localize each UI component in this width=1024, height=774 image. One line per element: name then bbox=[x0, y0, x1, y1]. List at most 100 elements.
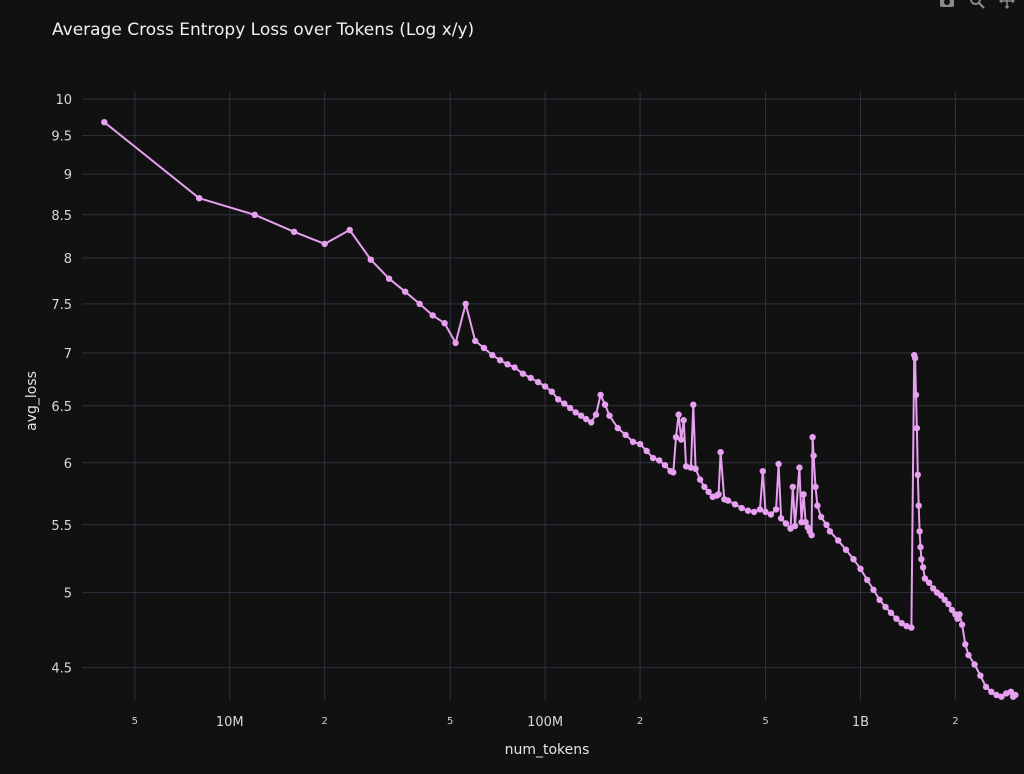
data-point[interactable] bbox=[367, 256, 374, 263]
data-point[interactable] bbox=[977, 672, 984, 679]
data-point[interactable] bbox=[958, 621, 966, 628]
data-point[interactable] bbox=[622, 431, 629, 439]
data-point[interactable] bbox=[915, 502, 922, 509]
data-point[interactable] bbox=[597, 391, 604, 399]
zoom-icon[interactable] bbox=[968, 0, 986, 10]
data-point[interactable] bbox=[912, 391, 920, 399]
data-point[interactable] bbox=[887, 609, 895, 616]
data-point[interactable] bbox=[772, 506, 780, 513]
data-point[interactable] bbox=[762, 508, 769, 516]
data-point[interactable] bbox=[945, 600, 952, 608]
data-point[interactable] bbox=[731, 501, 739, 508]
data-point[interactable] bbox=[823, 521, 830, 528]
data-point[interactable] bbox=[925, 579, 933, 586]
data-point[interactable] bbox=[682, 463, 690, 470]
data-point[interactable] bbox=[842, 546, 850, 553]
data-point[interactable] bbox=[656, 457, 663, 464]
data-point[interactable] bbox=[800, 491, 807, 498]
data-point[interactable] bbox=[917, 543, 924, 551]
data-point[interactable] bbox=[601, 401, 609, 408]
data-point[interactable] bbox=[496, 357, 504, 364]
data-point[interactable] bbox=[808, 532, 815, 539]
data-point[interactable] bbox=[870, 586, 877, 593]
data-point[interactable] bbox=[321, 240, 328, 248]
data-point[interactable] bbox=[893, 615, 900, 622]
data-point[interactable] bbox=[777, 515, 785, 522]
data-point[interactable] bbox=[566, 404, 574, 412]
data-point[interactable] bbox=[913, 424, 921, 432]
data-point[interactable] bbox=[680, 417, 687, 424]
data-point[interactable] bbox=[196, 195, 203, 202]
data-point[interactable] bbox=[462, 300, 469, 308]
data-point[interactable] bbox=[835, 537, 842, 544]
data-point[interactable] bbox=[1012, 691, 1019, 699]
data-point[interactable] bbox=[789, 483, 796, 491]
data-point[interactable] bbox=[592, 411, 600, 418]
data-point[interactable] bbox=[882, 603, 889, 611]
data-point[interactable] bbox=[670, 469, 677, 476]
data-point[interactable] bbox=[908, 624, 915, 631]
data-point[interactable] bbox=[606, 412, 613, 419]
data-point[interactable] bbox=[346, 226, 353, 234]
data-point[interactable] bbox=[941, 596, 948, 603]
data-point[interactable] bbox=[402, 288, 409, 295]
data-point[interactable] bbox=[914, 471, 921, 478]
data-point[interactable] bbox=[678, 436, 685, 443]
data-point[interactable] bbox=[809, 434, 816, 441]
data-point[interactable] bbox=[791, 522, 799, 530]
data-point[interactable] bbox=[965, 651, 972, 659]
data-point[interactable] bbox=[672, 434, 680, 441]
data-point[interactable] bbox=[903, 622, 910, 630]
data-point[interactable] bbox=[717, 449, 724, 456]
data-point[interactable] bbox=[814, 502, 821, 509]
data-point[interactable] bbox=[775, 460, 782, 468]
data-point[interactable] bbox=[767, 511, 775, 518]
data-point[interactable] bbox=[937, 592, 945, 599]
data-point[interactable] bbox=[643, 447, 650, 455]
data-point[interactable] bbox=[750, 508, 758, 516]
data-point[interactable] bbox=[705, 488, 712, 496]
data-point[interactable] bbox=[572, 409, 579, 416]
data-point[interactable] bbox=[555, 396, 562, 403]
data-point[interactable] bbox=[962, 641, 969, 648]
data-point[interactable] bbox=[561, 400, 568, 407]
data-point[interactable] bbox=[511, 364, 518, 371]
data-point[interactable] bbox=[101, 119, 108, 126]
data-point[interactable] bbox=[857, 565, 864, 572]
data-point[interactable] bbox=[876, 596, 883, 603]
data-point[interactable] bbox=[916, 528, 923, 535]
data-point[interactable] bbox=[919, 564, 927, 571]
data-point[interactable] bbox=[527, 374, 534, 382]
data-point[interactable] bbox=[519, 370, 527, 377]
data-point[interactable] bbox=[548, 388, 555, 395]
data-point[interactable] bbox=[956, 611, 963, 618]
data-point[interactable] bbox=[744, 507, 752, 514]
data-point[interactable] bbox=[898, 620, 905, 627]
data-point[interactable] bbox=[724, 497, 732, 504]
data-point[interactable] bbox=[614, 424, 621, 432]
data-point[interactable] bbox=[930, 585, 937, 592]
data-point[interactable] bbox=[416, 300, 423, 308]
data-point[interactable] bbox=[812, 483, 819, 491]
data-point[interactable] bbox=[802, 519, 809, 526]
pan-icon[interactable] bbox=[998, 0, 1016, 10]
data-point[interactable] bbox=[692, 465, 699, 472]
data-point[interactable] bbox=[817, 513, 825, 521]
data-point[interactable] bbox=[290, 228, 298, 235]
data-point[interactable] bbox=[636, 440, 644, 448]
data-point[interactable] bbox=[534, 378, 542, 386]
data-point[interactable] bbox=[452, 339, 459, 347]
data-point[interactable] bbox=[715, 491, 722, 498]
data-point[interactable] bbox=[696, 476, 704, 483]
data-point[interactable] bbox=[489, 351, 496, 359]
data-point[interactable] bbox=[675, 411, 682, 418]
data-point[interactable] bbox=[988, 688, 995, 695]
data-point[interactable] bbox=[649, 454, 657, 462]
data-point[interactable] bbox=[759, 468, 766, 475]
data-point[interactable] bbox=[982, 683, 990, 691]
data-point[interactable] bbox=[998, 693, 1005, 700]
data-point[interactable] bbox=[1007, 688, 1015, 695]
data-point[interactable] bbox=[251, 211, 258, 218]
data-point[interactable] bbox=[921, 575, 929, 582]
